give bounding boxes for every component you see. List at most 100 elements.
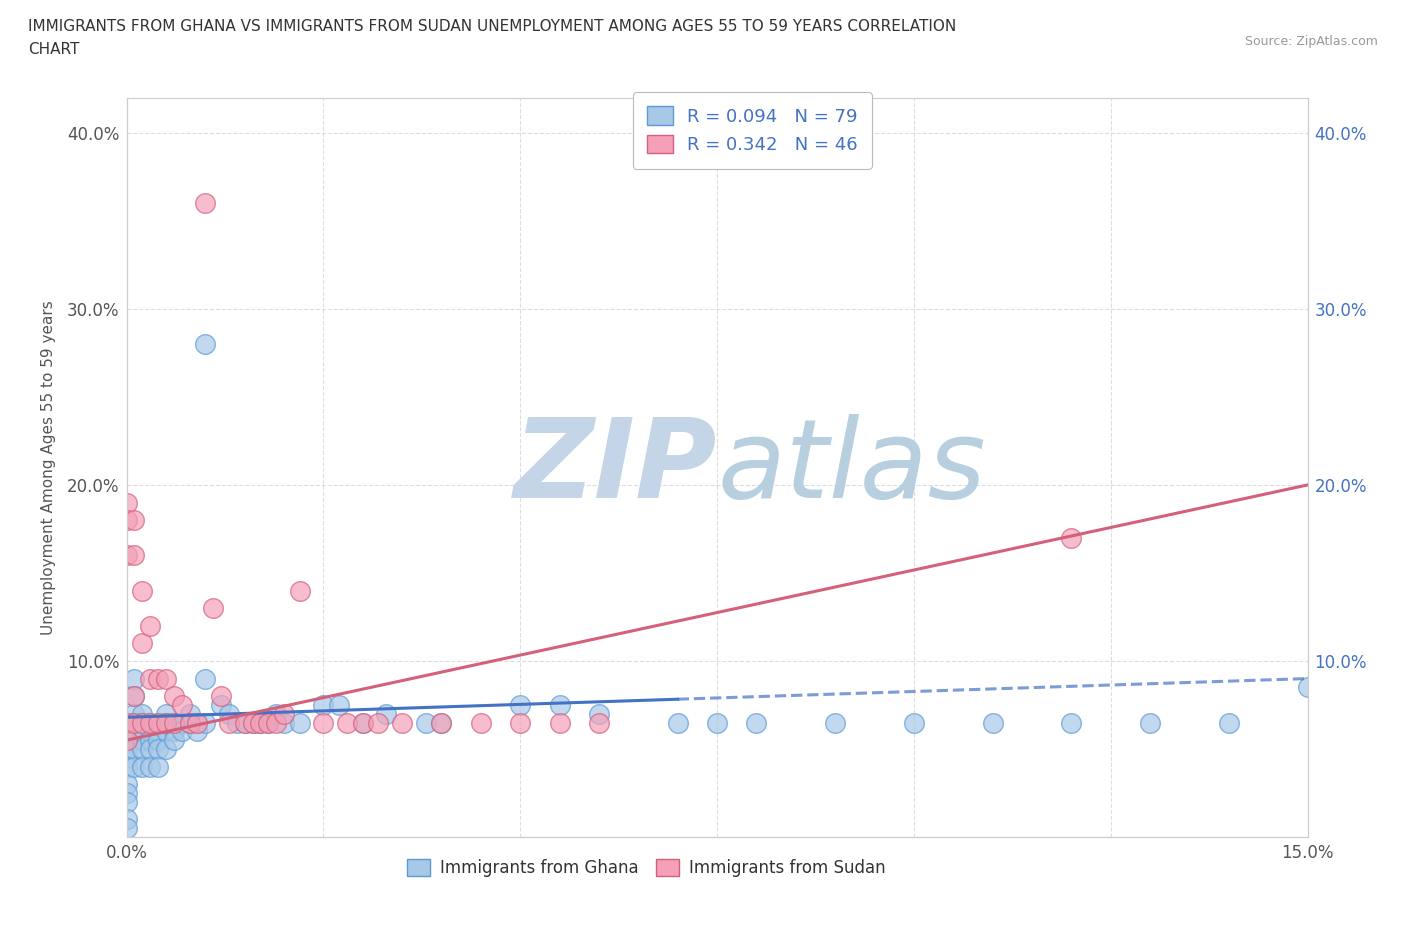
Point [375, 707, 398, 722]
Point [115, 548, 138, 563]
Point [115, 733, 138, 748]
Point [124, 759, 146, 774]
Point [186, 724, 208, 738]
Point [824, 715, 846, 730]
Point [588, 715, 610, 730]
Text: Source: ZipAtlas.com: Source: ZipAtlas.com [1244, 35, 1378, 48]
Point [139, 733, 162, 748]
Point [257, 715, 280, 730]
Point [115, 794, 138, 809]
Point [288, 715, 311, 730]
Point [146, 724, 169, 738]
Point [124, 707, 146, 722]
Point [124, 741, 146, 756]
Point [155, 707, 177, 722]
Point [115, 724, 138, 738]
Point [179, 707, 201, 722]
Point [312, 715, 335, 730]
Point [131, 741, 153, 756]
Point [249, 715, 271, 730]
Point [225, 715, 247, 730]
Point [170, 698, 193, 712]
Point [124, 689, 146, 704]
Point [163, 733, 186, 748]
Point [124, 724, 146, 738]
Text: ZIP: ZIP [513, 414, 717, 521]
Point [115, 786, 138, 801]
Point [163, 689, 186, 704]
Point [1218, 715, 1240, 730]
Point [1060, 715, 1083, 730]
Point [1296, 680, 1319, 695]
Text: atlas: atlas [717, 414, 986, 521]
Text: CHART: CHART [28, 42, 80, 57]
Point [155, 671, 177, 686]
Point [139, 741, 162, 756]
Point [209, 689, 232, 704]
Point [336, 715, 359, 730]
Point [170, 715, 193, 730]
Point [139, 618, 162, 633]
Point [139, 715, 162, 730]
Point [179, 715, 201, 730]
Point [115, 495, 138, 510]
Point [170, 724, 193, 738]
Point [391, 715, 413, 730]
Point [131, 583, 153, 598]
Point [209, 698, 232, 712]
Point [124, 715, 146, 730]
Point [131, 733, 153, 748]
Point [194, 715, 217, 730]
Point [264, 707, 287, 722]
Point [115, 812, 138, 827]
Point [588, 707, 610, 722]
Point [470, 715, 492, 730]
Point [233, 715, 256, 730]
Point [233, 715, 256, 730]
Point [509, 715, 531, 730]
Point [115, 733, 138, 748]
Point [186, 715, 208, 730]
Point [115, 512, 138, 527]
Point [745, 715, 768, 730]
Point [186, 715, 208, 730]
Point [1139, 715, 1161, 730]
Point [124, 733, 146, 748]
Point [242, 715, 264, 730]
Point [548, 715, 571, 730]
Point [367, 715, 389, 730]
Point [131, 715, 153, 730]
Point [352, 715, 374, 730]
Point [146, 759, 169, 774]
Point [242, 715, 264, 730]
Point [249, 715, 271, 730]
Point [163, 715, 186, 730]
Point [115, 759, 138, 774]
Point [146, 715, 169, 730]
Point [257, 715, 280, 730]
Text: IMMIGRANTS FROM GHANA VS IMMIGRANTS FROM SUDAN UNEMPLOYMENT AMONG AGES 55 TO 59 : IMMIGRANTS FROM GHANA VS IMMIGRANTS FROM… [28, 19, 956, 33]
Point [430, 715, 453, 730]
Point [124, 671, 146, 686]
Point [163, 724, 186, 738]
Point [264, 715, 287, 730]
Point [139, 671, 162, 686]
Point [155, 741, 177, 756]
Legend: Immigrants from Ghana, Immigrants from Sudan: Immigrants from Ghana, Immigrants from S… [401, 853, 893, 884]
Point [115, 741, 138, 756]
Point [430, 715, 453, 730]
Point [548, 698, 571, 712]
Point [124, 689, 146, 704]
Point [139, 715, 162, 730]
Point [352, 715, 374, 730]
Point [163, 715, 186, 730]
Point [415, 715, 437, 730]
Point [131, 724, 153, 738]
Point [273, 715, 295, 730]
Point [312, 698, 335, 712]
Point [155, 715, 177, 730]
Point [179, 715, 201, 730]
Point [146, 741, 169, 756]
Point [124, 548, 146, 563]
Point [218, 715, 240, 730]
